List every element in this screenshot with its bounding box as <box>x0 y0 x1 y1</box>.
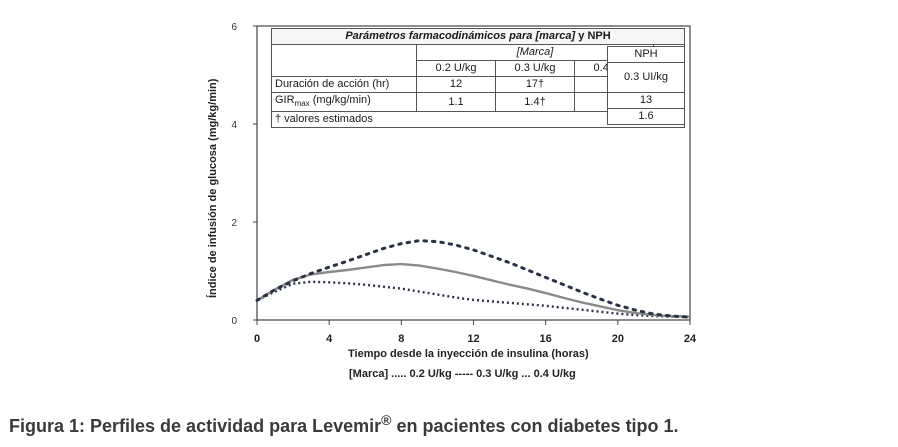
table-title: Parámetros farmacodinámicos para [marca]… <box>271 28 685 45</box>
series-line-0 <box>256 280 691 319</box>
npa-dose: 0.3 UI/kg <box>607 62 685 93</box>
npa-duration: 13 <box>607 92 685 109</box>
gir-label-sub: max <box>294 99 310 109</box>
marca-header: [Marca] <box>416 44 654 61</box>
legend: [Marca] ..... 0.2 U/kg ----- 0.3 U/kg ..… <box>349 368 576 380</box>
y-tick-label-1: 2 <box>231 218 237 229</box>
x-tick-label-4: 16 <box>540 333 552 345</box>
y-axis-title: Índice de infusión de glucosa (mg/kg/min… <box>207 78 219 298</box>
table-title-italic: Parámetros farmacodinámicos para [marca] <box>345 30 576 42</box>
npa-gir: 1.6 <box>607 108 685 125</box>
npa-table: NPH 0.3 UI/kg 13 1.6 <box>607 46 685 125</box>
x-axis-title: Tiempo desde la inyección de insulina (h… <box>348 348 589 360</box>
series-line-2 <box>255 239 692 319</box>
caption-main: Figura 1: Perfiles de actividad para Lev… <box>9 416 382 436</box>
pharmacodynamic-table: Parámetros farmacodinámicos para [marca]… <box>271 28 685 129</box>
y-tick-label-2: 4 <box>231 120 237 131</box>
row-gir-label: GIRmax (mg/kg/min) <box>271 91 417 113</box>
gir-label-main: GIR <box>275 94 295 106</box>
npa-header: NPH <box>607 46 685 63</box>
dose-header-2: 0.3 U/kg <box>495 60 575 77</box>
caption-rest: en pacientes con diabetes tipo 1. <box>391 416 679 436</box>
series-line-1 <box>256 262 691 318</box>
header-blank <box>271 44 417 77</box>
figure-caption: Figura 1: Perfiles de actividad para Lev… <box>9 412 679 437</box>
gir-label-rest: (mg/kg/min) <box>309 94 371 106</box>
y-tick-label-3: 6 <box>231 22 237 33</box>
row-duration-value-2: 17† <box>495 76 575 93</box>
x-tick-label-5: 20 <box>612 333 624 345</box>
row-duration-value-1: 12 <box>416 76 496 93</box>
x-tick-label-6: 24 <box>684 333 697 345</box>
x-tick-label-2: 8 <box>398 333 404 345</box>
x-tick-label-3: 12 <box>467 333 479 345</box>
caption-registered-mark: ® <box>381 412 392 428</box>
table-title-plain: y NPH <box>578 30 611 42</box>
y-tick-label-0: 0 <box>231 316 237 327</box>
dose-header-1: 0.2 U/kg <box>416 60 496 77</box>
x-tick-label-1: 4 <box>326 333 333 345</box>
table-footnote: † valores estimados <box>271 111 685 129</box>
x-tick-label-0: 0 <box>254 333 260 345</box>
row-gir-value-2: 1.4† <box>495 91 575 113</box>
row-gir-value-1: 1.1 <box>416 91 496 113</box>
row-duration-label: Duración de acción (hr) <box>271 76 417 93</box>
